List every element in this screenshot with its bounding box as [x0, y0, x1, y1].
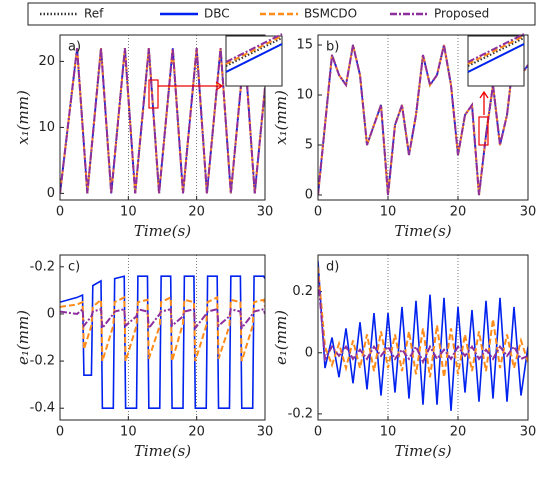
panel-label: b) [326, 40, 339, 55]
y-tick-label: 15 [296, 38, 313, 53]
x-tick-label: 30 [520, 205, 537, 220]
y-axis-title: e₁(mm) [272, 310, 290, 365]
y-tick-label: 0 [47, 186, 55, 201]
series-line [60, 48, 265, 194]
y-tick-label: 20 [38, 54, 55, 69]
axes-frame [317, 34, 529, 201]
x-tick-label: 0 [314, 425, 322, 440]
series-group [60, 48, 265, 194]
plot-area [60, 255, 265, 420]
x-tick-label: 10 [380, 425, 397, 440]
axes-frame [317, 254, 529, 421]
legend-label: DBC [204, 7, 230, 21]
y-tick-label: 0 [47, 306, 55, 321]
axes-frame [59, 254, 266, 421]
zoom-region [148, 79, 159, 109]
inset-line [225, 35, 283, 65]
x-tick-label: 30 [257, 425, 274, 440]
y-tick-label: 0 [305, 188, 313, 203]
y-tick-label: -0.2 [30, 354, 55, 369]
x-tick-label: 0 [56, 425, 64, 440]
zoom-arrow [479, 90, 489, 115]
x-tick-label: 20 [450, 425, 467, 440]
x-tick-label: 10 [120, 205, 137, 220]
x-tick-label: 0 [314, 205, 322, 220]
series-group [318, 261, 528, 411]
y-tick-label: 10 [296, 88, 313, 103]
series-line [318, 276, 528, 365]
x-tick-label: 30 [520, 425, 537, 440]
axes-frame [59, 34, 266, 201]
inset-line [225, 33, 283, 63]
series-line [318, 267, 528, 378]
y-axis-title: e₁(mm) [14, 310, 32, 365]
x-axis-title: Time(s) [134, 442, 191, 460]
x-tick-label: 10 [380, 205, 397, 220]
inset-line [467, 33, 525, 63]
series-line [318, 261, 528, 411]
series-line [60, 275, 265, 410]
x-tick-label: 30 [257, 205, 274, 220]
x-tick-label: 20 [188, 425, 205, 440]
panel-label: a) [68, 40, 81, 55]
y-tick-label: 0 [305, 345, 313, 360]
x-tick-label: 10 [120, 425, 137, 440]
inset-box [467, 35, 525, 87]
x-tick-label: 0 [56, 205, 64, 220]
y-tick-label: -0.2 [288, 406, 313, 421]
y-axis-title: x₁(mm) [272, 90, 290, 145]
inset-line [467, 35, 525, 65]
y-tick-label: 5 [305, 138, 313, 153]
y-tick-label: -0.4 [30, 401, 55, 416]
legend-label: Ref [84, 7, 104, 21]
zoom-arrow [158, 81, 224, 91]
legend-label: Proposed [434, 7, 489, 21]
x-axis-title: Time(s) [394, 442, 451, 460]
x-axis-title: Time(s) [394, 222, 451, 240]
inset-box [225, 35, 283, 87]
x-tick-label: 20 [450, 205, 467, 220]
panel-label: d) [326, 260, 339, 275]
series-line [318, 44, 528, 196]
series-line [60, 295, 265, 362]
y-tick-label: 0.2 [292, 284, 313, 299]
series-line [60, 307, 265, 331]
inset-line [467, 43, 525, 73]
legend-label: BSMCDO [304, 7, 357, 21]
y-axis-title: x₁(mm) [14, 90, 32, 145]
y-tick-label: 10 [38, 120, 55, 135]
y-tick-label: -0.2 [30, 259, 55, 274]
panel-label: c) [68, 260, 80, 275]
zoom-region [478, 116, 489, 146]
inset-line [225, 43, 283, 73]
x-axis-title: Time(s) [134, 222, 191, 240]
x-tick-label: 20 [188, 205, 205, 220]
series-group [60, 275, 265, 410]
